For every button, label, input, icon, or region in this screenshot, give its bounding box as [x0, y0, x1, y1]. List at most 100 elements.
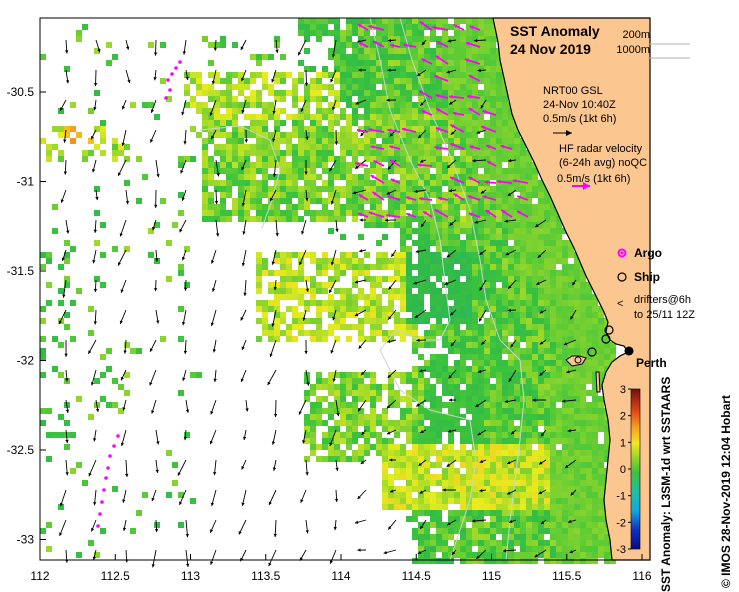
- sst-pixel: [562, 468, 568, 474]
- sst-pixel: [502, 90, 508, 96]
- sst-pixel: [478, 276, 484, 282]
- sst-pixel: [454, 186, 460, 192]
- sst-pixel: [478, 96, 484, 102]
- gsl-arrow-head: [386, 98, 390, 102]
- sst-pixel: [256, 54, 262, 60]
- gsl-arrow-head: [300, 499, 304, 503]
- sst-pixel: [352, 456, 358, 462]
- sst-pixel: [490, 450, 496, 456]
- sst-pixel: [454, 402, 460, 408]
- sst-pixel: [226, 90, 232, 96]
- sst-pixel: [448, 258, 454, 264]
- sst-pixel: [244, 114, 250, 120]
- sst-pixel: [436, 42, 442, 48]
- gsl-arrow-head: [182, 377, 186, 381]
- sst-pixel: [214, 144, 220, 150]
- sst-pixel: [448, 462, 454, 468]
- sst-pixel: [460, 72, 466, 78]
- sst-pixel: [352, 90, 358, 96]
- sst-pixel: [454, 258, 460, 264]
- sst-pixel: [472, 180, 478, 186]
- sst-pixel: [460, 246, 466, 252]
- gsl-arrow-head: [419, 490, 424, 494]
- gsl-arrow-head: [155, 469, 159, 473]
- sst-pixel: [466, 192, 472, 198]
- sst-pixel: [592, 420, 598, 426]
- radar-arrow-head: [358, 42, 363, 46]
- sst-pixel: [424, 114, 430, 120]
- sst-pixel: [412, 474, 418, 480]
- sst-pixel: [430, 108, 436, 114]
- sst-pixel: [424, 270, 430, 276]
- sst-pixel: [94, 126, 100, 132]
- sst-pixel: [388, 396, 394, 402]
- sst-pixel: [478, 540, 484, 546]
- sst-pixel: [274, 144, 280, 150]
- sst-pixel: [532, 474, 538, 480]
- sst-pixel: [292, 114, 298, 120]
- sst-pixel: [466, 336, 472, 342]
- sst-pixel: [442, 522, 448, 528]
- sst-pixel: [394, 474, 400, 480]
- sst-pixel: [184, 102, 190, 108]
- sst-pixel: [304, 414, 310, 420]
- sst-pixel: [532, 438, 538, 444]
- sst-pixel: [484, 270, 490, 276]
- sst-pixel: [574, 474, 580, 480]
- sst-pixel: [400, 498, 406, 504]
- sst-pixel: [418, 216, 424, 222]
- sst-pixel: [400, 270, 406, 276]
- sst-pixel: [448, 228, 454, 234]
- sst-pixel: [244, 102, 250, 108]
- sst-pixel: [526, 444, 532, 450]
- sst-pixel: [442, 234, 448, 240]
- sst-pixel: [352, 180, 358, 186]
- sst-pixel: [472, 264, 478, 270]
- gsl-arrow-head: [388, 526, 392, 530]
- sst-pixel: [148, 228, 154, 234]
- sst-pixel: [508, 378, 514, 384]
- sst-pixel: [604, 336, 610, 342]
- sst-pixel: [280, 252, 286, 258]
- sst-pixel: [406, 78, 412, 84]
- sst-pixel: [280, 150, 286, 156]
- sst-pixel: [370, 204, 376, 210]
- gsl-arrow-head: [185, 533, 189, 538]
- sst-pixel: [310, 216, 316, 222]
- sst-pixel: [490, 18, 496, 24]
- sst-pixel: [574, 540, 580, 546]
- gsl-arrow-head: [93, 107, 97, 111]
- sst-pixel: [538, 420, 544, 426]
- sst-pixel: [532, 546, 538, 552]
- sst-pixel: [454, 306, 460, 312]
- sst-pixel: [70, 432, 76, 438]
- sst-pixel: [436, 414, 442, 420]
- gsl-arrow-head: [241, 77, 245, 82]
- sst-pixel: [466, 288, 472, 294]
- sst-pixel: [394, 312, 400, 318]
- sst-pixel: [412, 384, 418, 390]
- sst-pixel: [406, 222, 412, 228]
- sst-pixel: [400, 102, 406, 108]
- sst-pixel: [448, 192, 454, 198]
- sst-pixel: [406, 474, 412, 480]
- sst-pixel: [220, 162, 226, 168]
- gsl-arrow-head: [536, 281, 540, 285]
- sst-pixel: [562, 438, 568, 444]
- sst-pixel: [418, 300, 424, 306]
- sst-pixel: [364, 174, 370, 180]
- sst-pixel: [502, 234, 508, 240]
- sst-pixel: [598, 492, 604, 498]
- sst-pixel: [430, 234, 436, 240]
- sst-pixel: [64, 444, 70, 450]
- sst-pixel: [430, 438, 436, 444]
- sst-pixel: [352, 108, 358, 114]
- gsl-arrow-head: [122, 527, 127, 531]
- sst-pixel: [490, 264, 496, 270]
- sst-pixel: [370, 414, 376, 420]
- sst-pixel: [490, 444, 496, 450]
- sst-pixel: [436, 102, 442, 108]
- sst-pixel: [394, 426, 400, 432]
- sst-pixel: [394, 66, 400, 72]
- sst-pixel: [400, 462, 406, 468]
